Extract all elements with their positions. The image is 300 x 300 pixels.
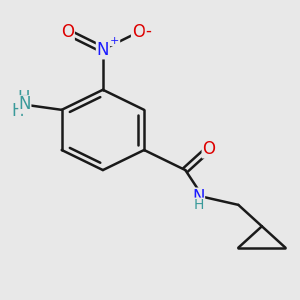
Text: -: -: [146, 22, 152, 40]
Text: H: H: [11, 102, 23, 120]
Text: H: H: [17, 89, 30, 107]
Text: O: O: [132, 23, 145, 41]
Text: N: N: [97, 40, 109, 58]
Text: O: O: [61, 23, 74, 41]
Text: O: O: [202, 140, 215, 158]
Text: N: N: [192, 188, 205, 206]
Text: N: N: [19, 95, 31, 113]
Text: +: +: [110, 36, 120, 46]
Text: H: H: [194, 198, 204, 212]
